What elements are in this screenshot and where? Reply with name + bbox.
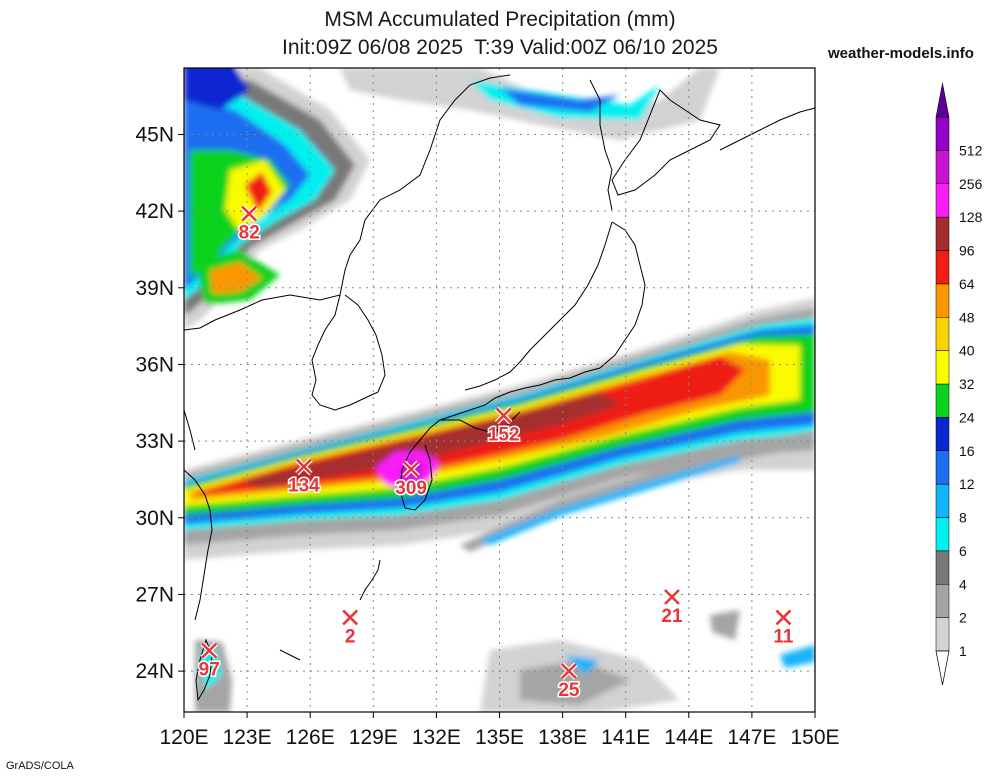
max-value-marker: 82 [237, 204, 261, 245]
colorbar-label: 512 [959, 142, 983, 158]
colorbar-swatch [935, 116, 950, 151]
marker-x-icon [241, 205, 258, 222]
colorbar-swatch [935, 450, 950, 485]
lon-tick-label: 144E [664, 726, 713, 749]
map-axes: 45N 42N 39N 36N 33N 30N 27N 24N 120E 123E 126E 129E… [135, 123, 839, 749]
marker-x-icon [201, 642, 218, 659]
lat-tick-label: 42N [135, 200, 174, 223]
colorbar-top-arrow [935, 82, 950, 118]
max-value-marker: 152 [486, 406, 521, 447]
marker-value: 152 [488, 425, 520, 446]
colorbar-swatch [935, 550, 950, 585]
colorbar-label: 128 [959, 209, 983, 225]
colorbar-swatch [935, 150, 950, 184]
colorbar-label: 64 [959, 276, 975, 292]
colorbar-swatch [935, 483, 950, 518]
lon-tick-label: 147E [727, 726, 776, 749]
colorbar-swatch [935, 383, 950, 418]
marker-value: 309 [395, 478, 427, 499]
marker-x-icon [775, 609, 792, 626]
colorbar-swatch [935, 216, 950, 251]
marker-value: 25 [558, 680, 580, 701]
map-title: MSM Accumulated Precipitation (mm) [324, 8, 676, 31]
colorbar-label: 16 [959, 443, 975, 459]
marker-value: 21 [661, 606, 683, 627]
colorbar-swatch [935, 350, 950, 385]
colorbar-label: 96 [959, 243, 975, 259]
lat-tick-label: 33N [135, 430, 174, 453]
max-value-markers: 82 134 309 152 2 97 25 21 11 [197, 204, 795, 703]
colorbar-swatch [935, 517, 950, 552]
colorbar-label: 40 [959, 343, 975, 359]
graticule [184, 68, 815, 712]
max-value-marker: 25 [557, 662, 581, 703]
max-value-marker: 97 [197, 641, 221, 682]
colorbar-swatch [935, 250, 950, 285]
colorbar-label: 8 [959, 510, 967, 526]
lat-tick-label: 30N [135, 507, 174, 530]
lon-tick-label: 138E [538, 726, 587, 749]
marker-value: 82 [239, 223, 260, 244]
colorbar-label: 24 [959, 409, 975, 425]
lat-tick-label: 45N [135, 123, 174, 146]
colorbar-label: 12 [959, 476, 975, 492]
lat-tick-label: 39N [135, 277, 174, 300]
colorbar-swatch [935, 283, 950, 318]
lat-tick-label: 27N [135, 583, 174, 606]
lon-tick-label: 126E [286, 726, 335, 749]
marker-x-icon [664, 589, 680, 605]
colorbar-swatch [935, 617, 950, 652]
colorbar-bottom-arrow [935, 650, 950, 686]
marker-value: 97 [199, 660, 220, 681]
lon-tick-label: 123E [223, 726, 272, 749]
colorbar-label: 4 [959, 576, 967, 592]
lon-tick-label: 150E [790, 726, 839, 749]
lon-tick-label: 135E [475, 726, 524, 749]
lon-tick-label: 120E [159, 726, 208, 749]
source-label: weather-models.info [828, 45, 974, 62]
max-value-marker: 134 [287, 457, 322, 498]
colorbar-label: 256 [959, 176, 983, 192]
colorbar-label: 6 [959, 543, 967, 559]
lon-tick-label: 141E [601, 726, 650, 749]
colorbar-label: 2 [959, 610, 967, 626]
colorbar-swatch [935, 584, 950, 618]
max-value-marker: 11 [772, 608, 795, 649]
marker-x-icon [561, 663, 577, 679]
marker-value: 134 [288, 476, 320, 497]
marker-x-icon [296, 458, 312, 475]
lon-tick-label: 129E [349, 726, 398, 749]
marker-value: 2 [345, 626, 356, 647]
map-subtitle: Init:09Z 06/08 2025 T:39 Valid:00Z 06/10… [282, 36, 718, 59]
colorbar-label: 1 [959, 643, 967, 659]
max-value-marker: 2 [341, 608, 359, 649]
colorbar-label: 48 [959, 309, 975, 325]
marker-value: 11 [773, 626, 794, 647]
max-value-marker: 21 [660, 588, 684, 629]
marker-x-icon [495, 407, 512, 424]
marker-x-icon [403, 461, 420, 478]
lat-tick-label: 36N [135, 353, 174, 376]
colorbar-label: 32 [959, 376, 975, 392]
max-value-marker: 309 [394, 460, 429, 501]
colorbar-swatch [935, 183, 950, 218]
colorbar-swatch [935, 317, 950, 351]
marker-x-icon [342, 609, 359, 626]
colorbar-swatch [935, 417, 950, 451]
credit-label: GrADS/COLA [6, 760, 74, 772]
lat-tick-label: 24N [135, 660, 174, 683]
lon-tick-label: 132E [412, 726, 461, 749]
